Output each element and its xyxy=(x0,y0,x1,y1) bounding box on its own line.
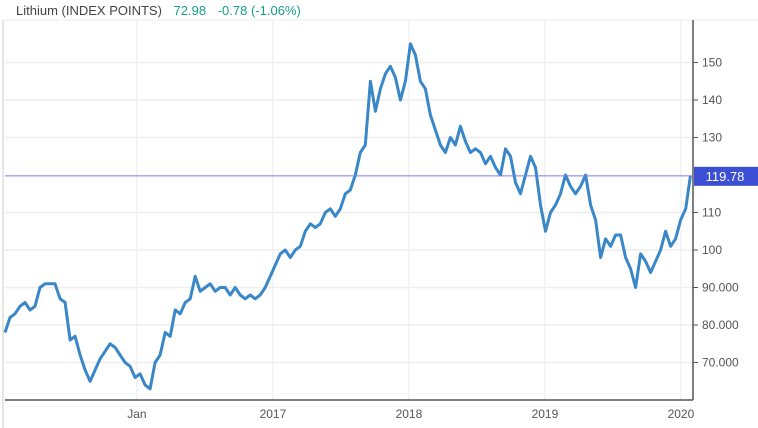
y-tick-label: 130 xyxy=(702,131,722,145)
series-line-lithium xyxy=(3,42,692,391)
x-tick-label: 2018 xyxy=(396,407,423,421)
y-tick-label: 90.000 xyxy=(702,281,739,295)
last-value-label: 119.78 xyxy=(706,169,745,184)
last-value-box xyxy=(694,166,758,186)
price-value: 72.98 xyxy=(173,3,207,18)
y-tick-label: 140 xyxy=(702,93,722,107)
y-tick-label: 110 xyxy=(702,206,721,220)
x-tick-label: 2019 xyxy=(532,407,559,421)
y-tick-label: 80.000 xyxy=(702,318,739,332)
y-tick-label: 100 xyxy=(702,243,722,257)
chart-header: Lithium (INDEX POINTS) 72.98 -0.78 (-1.0… xyxy=(16,3,301,18)
x-tick-label: 2017 xyxy=(260,407,287,421)
y-tick-label: 150 xyxy=(702,56,722,70)
x-tick-label: Jan xyxy=(127,407,146,421)
x-tick-label: 2020 xyxy=(668,407,695,421)
price-change: -0.78 (-1.06%) xyxy=(217,3,301,18)
instrument-title: Lithium (INDEX POINTS) xyxy=(16,3,162,18)
y-tick-label: 70.000 xyxy=(702,356,739,370)
